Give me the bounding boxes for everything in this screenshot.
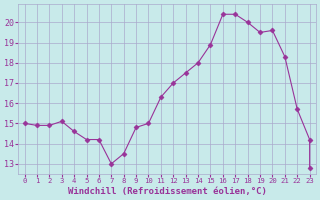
X-axis label: Windchill (Refroidissement éolien,°C): Windchill (Refroidissement éolien,°C) [68, 187, 267, 196]
